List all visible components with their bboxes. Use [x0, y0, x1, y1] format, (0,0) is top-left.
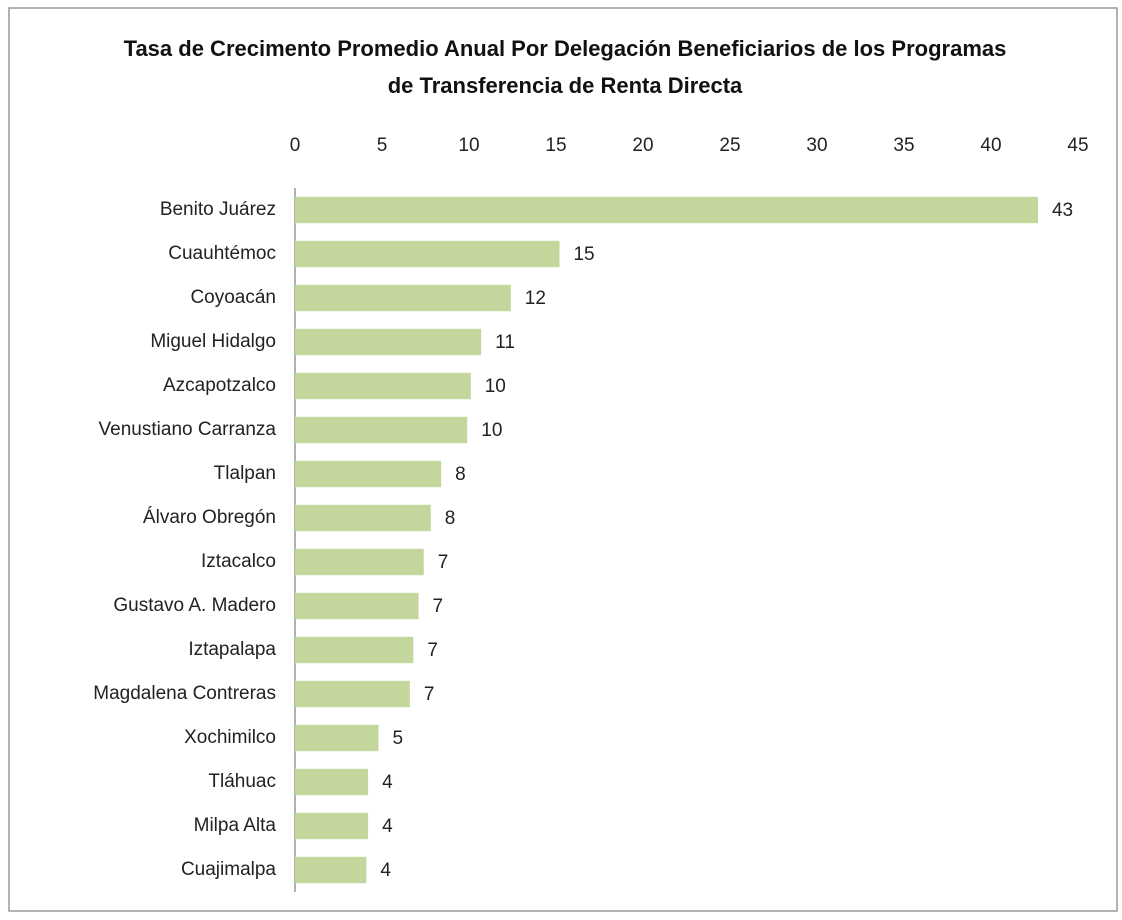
y-tick-label: Coyoacán [190, 287, 276, 308]
bar [295, 504, 431, 532]
bar [295, 196, 1038, 224]
y-tick-label: Xochimilco [184, 727, 276, 748]
value-label: 43 [1052, 200, 1073, 221]
x-tick-label: 25 [719, 135, 740, 156]
y-tick-label: Miguel Hidalgo [150, 331, 276, 352]
value-label: 7 [424, 684, 435, 705]
y-tick-label: Milpa Alta [194, 815, 277, 836]
chart-title: Tasa de Crecimento Promedio Anual Por De… [123, 36, 1007, 98]
x-tick-label: 0 [290, 135, 301, 156]
value-label: 8 [445, 508, 456, 529]
bar [295, 680, 410, 708]
y-tick-label: Venustiano Carranza [99, 419, 277, 440]
bar [295, 812, 369, 840]
bar [295, 768, 369, 796]
y-tick-label: Magdalena Contreras [93, 683, 276, 704]
x-tick-label: 35 [893, 135, 914, 156]
y-tick-label: Tláhuac [208, 771, 276, 792]
y-tick-label: Tlalpan [214, 463, 276, 484]
chart-frame [8, 7, 1118, 912]
x-tick-label: 15 [545, 135, 566, 156]
y-tick-label: Cuajimalpa [181, 859, 276, 880]
value-label: 10 [485, 376, 506, 397]
y-tick-label: Iztapalapa [188, 639, 276, 660]
bar [295, 636, 414, 664]
bar [295, 724, 379, 752]
x-tick-label: 45 [1067, 135, 1088, 156]
bar [295, 416, 468, 444]
bar [295, 548, 424, 576]
y-tick-label: Azcapotzalco [163, 375, 276, 396]
x-tick-label: 5 [377, 135, 388, 156]
x-tick-label: 40 [980, 135, 1001, 156]
bar [295, 592, 419, 620]
bar [295, 284, 511, 312]
x-tick-label: 20 [632, 135, 653, 156]
value-label: 4 [382, 772, 393, 793]
value-label: 12 [525, 288, 546, 309]
value-label: 8 [455, 464, 466, 485]
value-label: 15 [573, 244, 594, 265]
bar [295, 240, 560, 268]
bar [295, 372, 471, 400]
value-label: 5 [393, 728, 404, 749]
x-tick-label: 10 [458, 135, 479, 156]
value-label: 7 [427, 640, 438, 661]
y-tick-label: Benito Juárez [160, 199, 276, 220]
y-tick-label: Gustavo A. Madero [113, 595, 276, 616]
bar [295, 328, 482, 356]
x-tick-label: 30 [806, 135, 827, 156]
bar [295, 460, 442, 488]
value-label: 11 [495, 332, 515, 353]
value-label: 4 [382, 816, 393, 837]
value-label: 4 [380, 860, 391, 881]
y-tick-label: Iztacalco [201, 551, 276, 572]
value-label: 7 [433, 596, 444, 617]
value-label: 7 [438, 552, 449, 573]
value-label: 10 [481, 420, 502, 441]
bar [295, 856, 367, 884]
y-tick-label: Álvaro Obregón [143, 507, 276, 528]
y-tick-label: Cuauhtémoc [168, 243, 276, 264]
